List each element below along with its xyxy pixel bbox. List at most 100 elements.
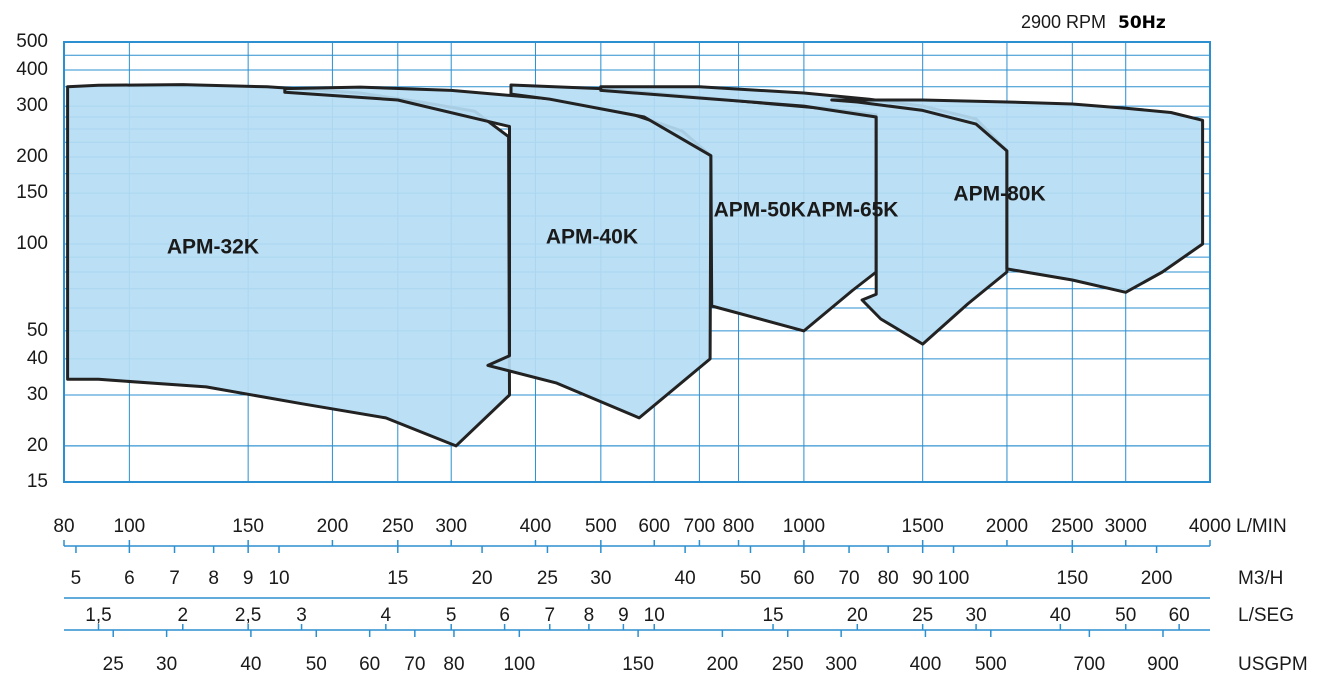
- x-tick-label: 30: [966, 605, 987, 626]
- y-tick-label: 20: [27, 435, 48, 456]
- x-tick-label: 80: [443, 654, 464, 674]
- x-tick-label: 9: [243, 568, 254, 589]
- x-axis-unit: L/SEG: [1238, 605, 1294, 626]
- area-apm-40k: [283, 85, 713, 420]
- x-tick-label: 150: [1056, 568, 1088, 589]
- x-tick-label: 20: [847, 605, 868, 626]
- x-tick-label: 25: [912, 605, 933, 626]
- x-tick-label: 15: [387, 568, 408, 589]
- x-tick-label: 2000: [986, 516, 1028, 537]
- y-tick-label: 400: [16, 59, 48, 80]
- x-tick-label: 9: [618, 605, 629, 626]
- y-tick-label: 300: [16, 95, 48, 116]
- x-tick-label: 30: [156, 654, 177, 674]
- area-apm-65k: [599, 85, 1009, 346]
- x-tick-label: 100: [938, 568, 970, 589]
- x-tick-label: 90: [912, 568, 933, 589]
- x-tick-label: 4000: [1189, 516, 1231, 537]
- plot-frame: [63, 41, 1211, 483]
- x-tick-label: 150: [622, 654, 654, 674]
- x-tick-label: 400: [910, 654, 942, 674]
- x-tick-label: 2: [177, 605, 188, 626]
- x-tick-label: 200: [1141, 568, 1173, 589]
- x-tick-label: 500: [975, 654, 1007, 674]
- x-tick-label: 900: [1147, 654, 1179, 674]
- x-tick-label: 600: [638, 516, 670, 537]
- x-tick-label: 250: [382, 516, 414, 537]
- x-tick-label: 50: [1115, 605, 1136, 626]
- y-tick-label: 40: [27, 348, 48, 369]
- label-apm-80k: APM-80K: [953, 182, 1045, 205]
- x-tick-label: 25: [103, 654, 124, 674]
- x-tick-label: 250: [772, 654, 804, 674]
- x-tick-label: 60: [1169, 605, 1190, 626]
- x-tick-label: 3: [296, 605, 307, 626]
- x-tick-label: 30: [590, 568, 611, 589]
- x-tick-label: 6: [499, 605, 510, 626]
- x-tick-label: 400: [520, 516, 552, 537]
- x-tick-label: 5: [446, 605, 457, 626]
- x-tick-label: 80: [878, 568, 899, 589]
- model-areas: APM-32K APM-40K APM-50K APM-65K APM-80K: [66, 83, 1205, 448]
- x-tick-label: 300: [825, 654, 857, 674]
- x-tick-label: 700: [684, 516, 716, 537]
- x-tick-label: 80: [53, 516, 74, 537]
- x-axis-unit: L/MIN: [1236, 516, 1287, 537]
- y-tick-label: 500: [16, 31, 48, 52]
- x-axis-unit: M3/H: [1238, 568, 1283, 589]
- label-apm-65k: APM-65K: [806, 199, 898, 222]
- x-tick-label: 2,5: [235, 605, 261, 626]
- x-tick-label: 40: [240, 654, 261, 674]
- x-tick-label: 4: [381, 605, 392, 626]
- x-tick-label: 70: [404, 654, 425, 674]
- x-tick-label: 100: [503, 654, 535, 674]
- x-tick-label: 40: [1050, 605, 1071, 626]
- x-tick-label: 10: [644, 605, 665, 626]
- x-tick-label: 2500: [1051, 516, 1093, 537]
- x-tick-label: 1,5: [85, 605, 111, 626]
- x-tick-label: 25: [537, 568, 558, 589]
- x-tick-label: 50: [740, 568, 761, 589]
- area-apm-80k: [830, 98, 1205, 294]
- x-axes: 80 100 150 200 250 300 400 500 600 700 800 1000 1500…: [53, 516, 1307, 674]
- x-tick-label: 150: [232, 516, 264, 537]
- x-tick-label: 50: [306, 654, 327, 674]
- y-tick-label: 50: [27, 320, 48, 341]
- x-tick-label: 60: [359, 654, 380, 674]
- x-tick-label: 10: [268, 568, 289, 589]
- y-tick-label: 100: [16, 233, 48, 254]
- x-tick-label: 700: [1074, 654, 1106, 674]
- frequency-label: 50Hz: [1118, 13, 1166, 33]
- x-tick-label: 20: [471, 568, 492, 589]
- x-tick-label: 300: [435, 516, 467, 537]
- label-apm-40k: APM-40K: [546, 225, 638, 248]
- y-tick-label: 15: [27, 471, 48, 492]
- x-tick-label: 5: [71, 568, 82, 589]
- x-tick-label: 40: [675, 568, 696, 589]
- x-tick-label: 70: [838, 568, 859, 589]
- x-tick-label: 15: [762, 605, 783, 626]
- label-apm-50k: APM-50K: [714, 199, 806, 222]
- y-tick-label: 30: [27, 384, 48, 405]
- x-tick-label: 1000: [783, 516, 825, 537]
- x-tick-label: 7: [169, 568, 180, 589]
- rpm-label: 2900 RPM: [1021, 12, 1106, 32]
- x-tick-label: 100: [114, 516, 146, 537]
- area-apm-32k: [66, 83, 511, 448]
- x-tick-label: 500: [585, 516, 617, 537]
- x-tick-label: 6: [124, 568, 135, 589]
- x-tick-label: 3000: [1105, 516, 1147, 537]
- y-tick-label: 150: [16, 182, 48, 203]
- x-tick-label: 1500: [902, 516, 944, 537]
- x-tick-label: 800: [723, 516, 755, 537]
- x-tick-label: 8: [208, 568, 219, 589]
- x-tick-label: 60: [793, 568, 814, 589]
- y-tick-label: 200: [16, 146, 48, 167]
- x-tick-label: 200: [707, 654, 739, 674]
- x-tick-label: 7: [544, 605, 555, 626]
- x-tick-label: 8: [584, 605, 595, 626]
- y-axis-labels: 15 20 30 40 50 100 150 200 300 400 500: [16, 31, 48, 492]
- x-tick-label: 200: [317, 516, 349, 537]
- label-apm-32k: APM-32K: [167, 235, 259, 258]
